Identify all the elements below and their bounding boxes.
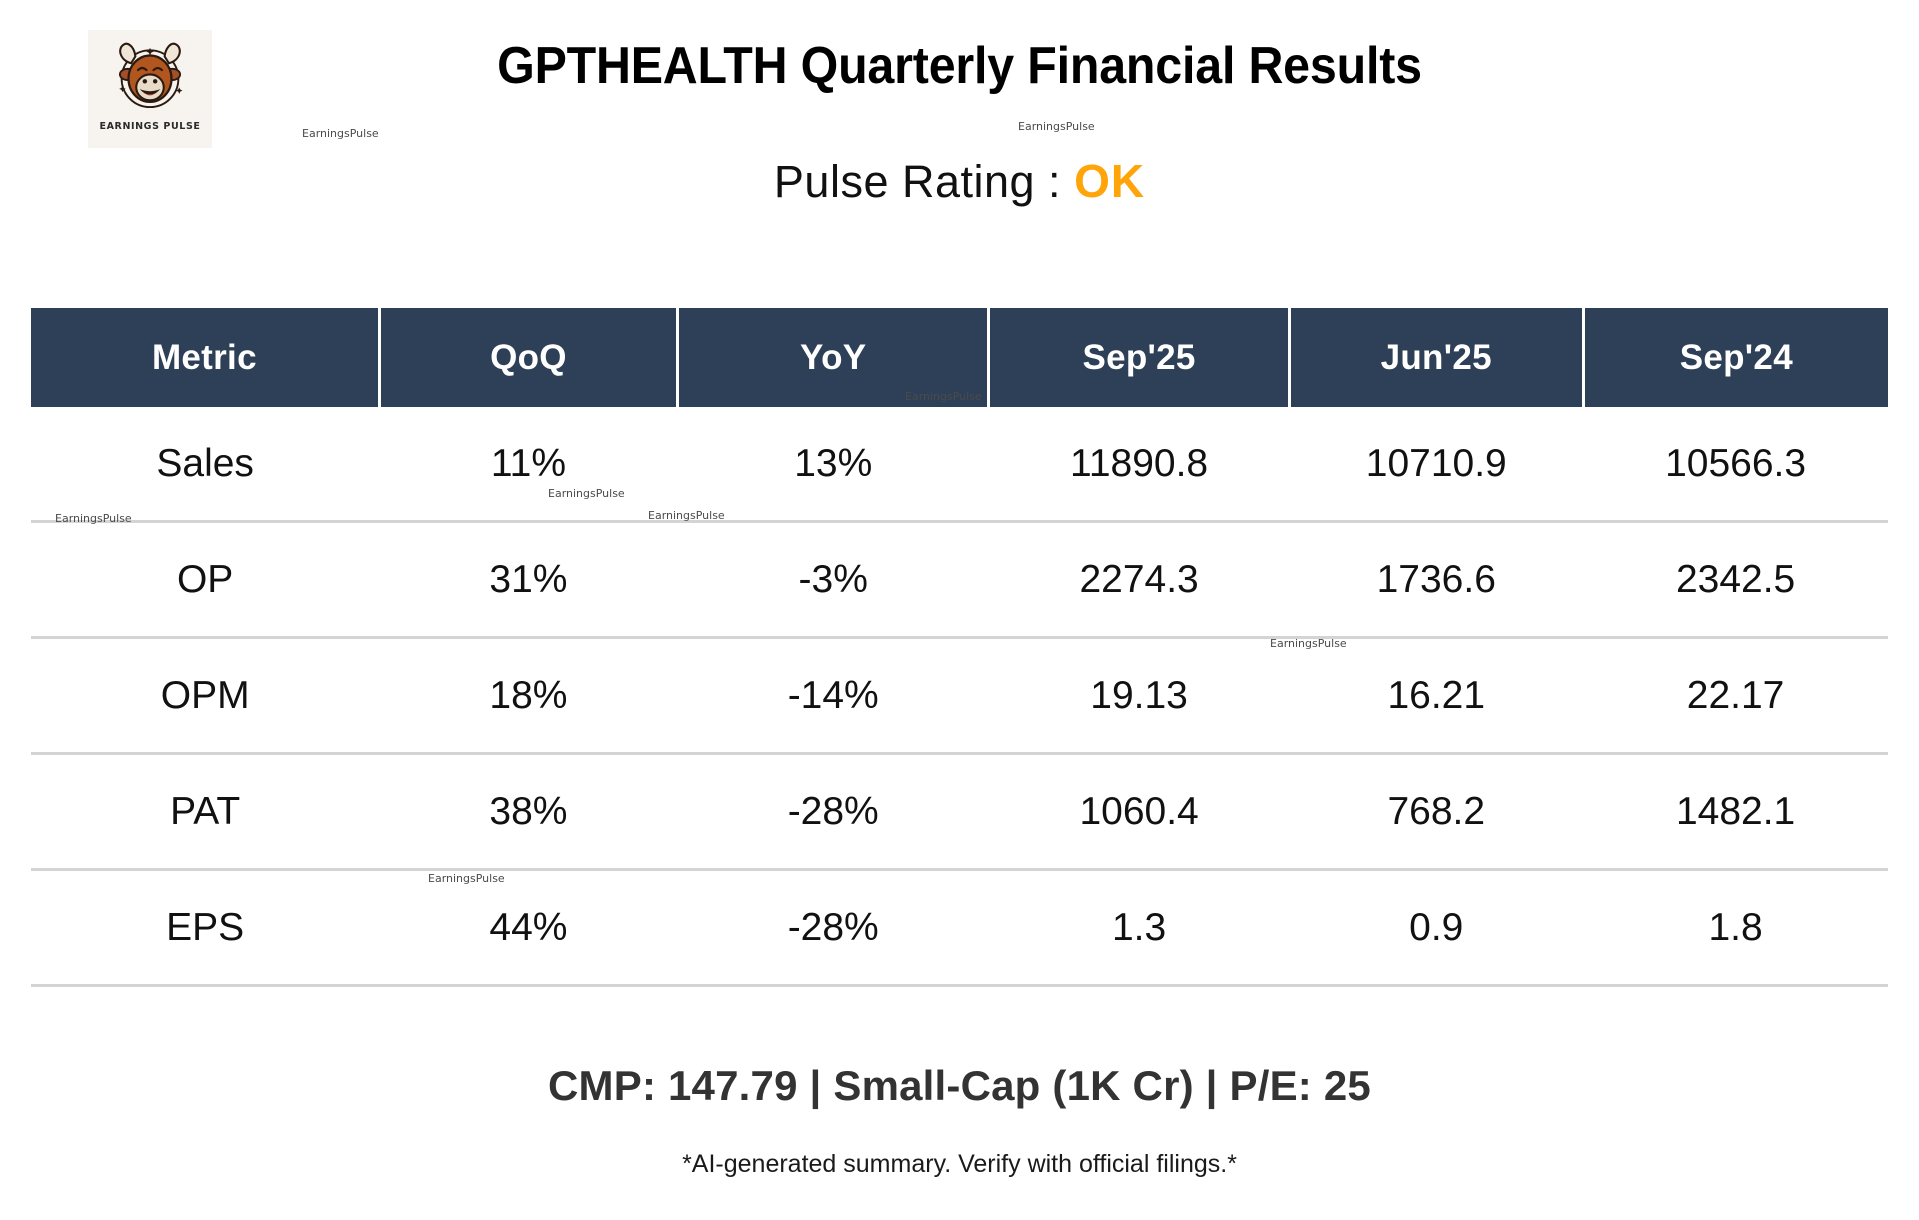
cell-sep25: 2274.3 bbox=[988, 521, 1290, 639]
cell-yoy: 13% bbox=[677, 407, 989, 523]
cell-qoq: 44% bbox=[379, 869, 678, 987]
cell-jun25: 0.9 bbox=[1289, 869, 1584, 987]
cell-yoy: -28% bbox=[677, 869, 989, 987]
cmp-summary-line: CMP: 147.79 | Small-Cap (1K Cr) | P/E: 2… bbox=[548, 1062, 1371, 1109]
cell-jun25: 768.2 bbox=[1289, 753, 1584, 871]
column-header-yoy: YoY bbox=[677, 308, 991, 407]
cell-sep25: 1060.4 bbox=[988, 753, 1290, 871]
logo-caption: EARNINGS PULSE bbox=[99, 121, 201, 132]
table-header-row: Metric QoQ YoY Sep'25 Jun'25 Sep'24 bbox=[31, 308, 1888, 407]
column-header-qoq: QoQ bbox=[379, 308, 680, 407]
table-row: PAT 38% -28% 1060.4 768.2 1482.1 bbox=[31, 753, 1888, 871]
disclaimer-text: *AI-generated summary. Verify with offic… bbox=[682, 1150, 1237, 1178]
column-header-sep25: Sep'25 bbox=[988, 308, 1291, 407]
cell-qoq: 38% bbox=[379, 753, 678, 871]
cell-sep25: 11890.8 bbox=[988, 407, 1290, 523]
bull-mascot-icon bbox=[118, 42, 183, 109]
cell-yoy: -3% bbox=[677, 521, 989, 639]
pulse-rating-value: OK bbox=[1074, 155, 1146, 207]
column-header-jun25: Jun'25 bbox=[1289, 308, 1585, 407]
pulse-rating-line: Pulse Rating : OK bbox=[0, 154, 1919, 208]
cell-sep24: 2342.5 bbox=[1583, 521, 1888, 639]
cell-jun25: 10710.9 bbox=[1289, 407, 1584, 523]
table-row: OP 31% -3% 2274.3 1736.6 2342.5 bbox=[31, 521, 1888, 639]
watermark-text: EarningsPulse bbox=[302, 127, 379, 140]
watermark-text: EarningsPulse bbox=[1018, 120, 1095, 133]
cell-sep25: 1.3 bbox=[988, 869, 1290, 987]
cell-metric: EPS bbox=[31, 869, 380, 987]
page-title: GPTHEALTH Quarterly Financial Results bbox=[497, 37, 1422, 95]
table-row: EPS 44% -28% 1.3 0.9 1.8 bbox=[31, 869, 1888, 987]
cell-jun25: 1736.6 bbox=[1289, 521, 1584, 639]
cell-qoq: 31% bbox=[379, 521, 678, 639]
cell-sep24: 1.8 bbox=[1583, 869, 1888, 987]
cell-metric: Sales bbox=[31, 407, 380, 523]
pulse-rating-label: Pulse Rating : bbox=[773, 156, 1062, 207]
column-header-sep24: Sep'24 bbox=[1583, 308, 1888, 407]
cell-sep24: 10566.3 bbox=[1583, 407, 1888, 523]
financial-results-table: Metric QoQ YoY Sep'25 Jun'25 Sep'24 Sale… bbox=[31, 308, 1888, 987]
cell-qoq: 18% bbox=[379, 637, 678, 755]
cell-metric: OPM bbox=[31, 637, 380, 755]
cell-yoy: -28% bbox=[677, 753, 989, 871]
column-header-metric: Metric bbox=[31, 308, 381, 407]
table-row: OPM 18% -14% 19.13 16.21 22.17 bbox=[31, 637, 1888, 755]
cell-sep25: 19.13 bbox=[988, 637, 1290, 755]
cell-metric: OP bbox=[31, 521, 380, 639]
cell-qoq: 11% bbox=[379, 407, 678, 523]
cell-metric: PAT bbox=[31, 753, 380, 871]
cell-sep24: 22.17 bbox=[1583, 637, 1888, 755]
brand-logo: EARNINGS PULSE bbox=[88, 30, 212, 148]
cell-yoy: -14% bbox=[677, 637, 989, 755]
cell-sep24: 1482.1 bbox=[1583, 753, 1888, 871]
cell-jun25: 16.21 bbox=[1289, 637, 1584, 755]
table-row: Sales 11% 13% 11890.8 10710.9 10566.3 bbox=[31, 407, 1888, 523]
